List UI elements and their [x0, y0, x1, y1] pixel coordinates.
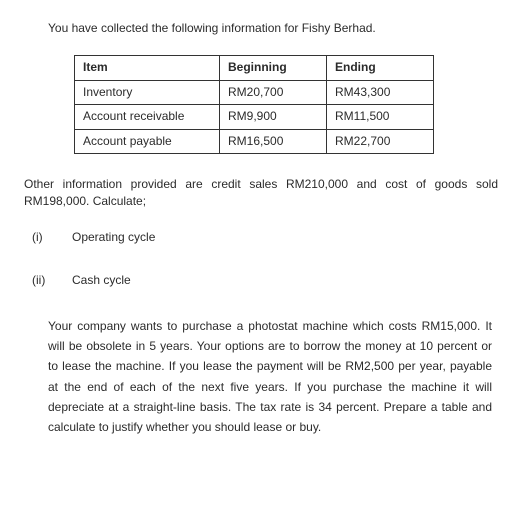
table-row: Account payable RM16,500 RM22,700 — [75, 129, 434, 153]
cell-beginning: RM20,700 — [220, 80, 327, 104]
table-row: Account receivable RM9,900 RM11,500 — [75, 105, 434, 129]
header-item: Item — [75, 56, 220, 80]
intro-text: You have collected the following informa… — [48, 20, 498, 37]
cell-item: Account payable — [75, 129, 220, 153]
document-page: You have collected the following informa… — [0, 0, 526, 531]
other-info-text: Other information provided are credit sa… — [24, 176, 498, 211]
list-text: Operating cycle — [72, 229, 155, 246]
cell-ending: RM11,500 — [327, 105, 434, 129]
list-marker: (ii) — [32, 272, 72, 289]
cell-ending: RM43,300 — [327, 80, 434, 104]
cell-item: Inventory — [75, 80, 220, 104]
header-beginning: Beginning — [220, 56, 327, 80]
cell-item: Account receivable — [75, 105, 220, 129]
list-text: Cash cycle — [72, 272, 131, 289]
info-table: Item Beginning Ending Inventory RM20,700… — [74, 55, 434, 154]
question-paragraph: Your company wants to purchase a photost… — [48, 316, 492, 438]
list-item: (i) Operating cycle — [24, 229, 498, 246]
cell-ending: RM22,700 — [327, 129, 434, 153]
cell-beginning: RM16,500 — [220, 129, 327, 153]
table-header-row: Item Beginning Ending — [75, 56, 434, 80]
table-row: Inventory RM20,700 RM43,300 — [75, 80, 434, 104]
cell-beginning: RM9,900 — [220, 105, 327, 129]
list-marker: (i) — [32, 229, 72, 246]
header-ending: Ending — [327, 56, 434, 80]
list-item: (ii) Cash cycle — [24, 272, 498, 289]
